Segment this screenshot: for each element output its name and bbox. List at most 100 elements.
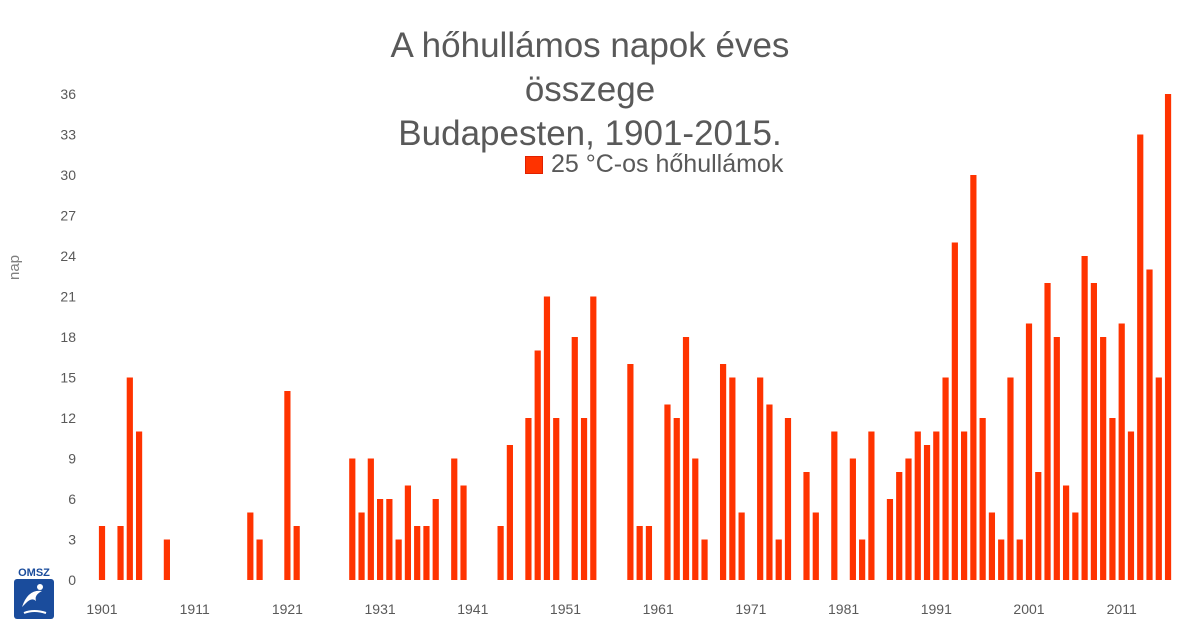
x-axis-ticks: 1901 1911 1921 1931 1941 1951 1961 1971 1981 1991…: [86, 601, 1137, 617]
logo-text: OMSZ: [18, 567, 50, 579]
bar-1937: [432, 499, 439, 580]
bar-1901: [98, 526, 106, 580]
bar-1970: [738, 512, 745, 580]
bar-2009: [1100, 337, 1107, 580]
bar-1929: [358, 512, 365, 580]
x-tick-label: 1971: [735, 601, 766, 617]
bar-1968: [719, 364, 727, 580]
bars-group: [98, 94, 1172, 580]
x-tick-label: 1991: [921, 601, 952, 617]
legend-label: 25 °C-os hőhullámok: [551, 150, 784, 178]
bar-1993: [951, 242, 958, 580]
bar-1935: [414, 526, 421, 580]
bar-1939: [451, 458, 458, 580]
bar-1952: [571, 337, 578, 580]
bar-1948: [534, 350, 541, 580]
x-tick-label: 1931: [365, 601, 396, 617]
bar-1936: [423, 526, 430, 580]
bar-1921: [284, 391, 291, 580]
bar-2004: [1053, 337, 1060, 580]
y-tick-label: 27: [60, 208, 76, 224]
y-tick-label: 33: [60, 127, 76, 143]
bar-1988: [905, 458, 912, 580]
bar-1977: [803, 472, 810, 580]
bar-1984: [868, 431, 875, 580]
bar-1905: [135, 431, 143, 580]
y-tick-label: 24: [60, 248, 76, 264]
bar-1992: [942, 377, 949, 580]
y-tick-label: 15: [60, 370, 76, 386]
y-tick-label: 12: [60, 410, 76, 426]
x-tick-label: 1911: [180, 601, 210, 617]
chart-title-line-2: Budapesten, 1901-2015.: [398, 114, 782, 153]
bar-1932: [386, 499, 393, 580]
x-tick-label: 1921: [272, 601, 303, 617]
bar-2000: [1016, 539, 1023, 580]
bar-1982: [849, 458, 856, 580]
bar-1947: [525, 418, 532, 580]
bar-1991: [933, 431, 940, 580]
bar-1917: [247, 512, 254, 580]
bar-1974: [775, 539, 782, 580]
bar-2012: [1127, 431, 1135, 580]
chart-title: A hőhullámos napok éves összege Budapest…: [340, 24, 840, 156]
x-tick-label: 2011: [1107, 601, 1137, 617]
bar-1994: [961, 431, 968, 580]
bar-1983: [859, 539, 866, 580]
legend-swatch: [525, 155, 543, 174]
x-tick-label: 1951: [550, 601, 581, 617]
logo-emblem-icon: [14, 579, 54, 619]
bar-2007: [1081, 256, 1088, 580]
bar-1966: [701, 539, 708, 580]
bar-1978: [812, 512, 819, 580]
bar-1986: [886, 499, 894, 580]
x-tick-label: 2001: [1013, 601, 1044, 617]
bar-1989: [914, 431, 921, 580]
y-tick-label: 36: [60, 86, 76, 102]
bar-1928: [349, 458, 356, 580]
bar-1998: [998, 539, 1005, 580]
bar-1953: [580, 418, 588, 580]
y-tick-label: 3: [68, 532, 76, 548]
x-tick-label: 1941: [457, 601, 488, 617]
bar-1969: [729, 377, 736, 580]
bar-2006: [1072, 512, 1079, 580]
bar-1964: [682, 337, 690, 580]
bar-1963: [673, 418, 680, 580]
bar-1958: [627, 364, 634, 580]
bar-1931: [377, 499, 384, 580]
bar-2013: [1137, 134, 1144, 580]
y-tick-label: 9: [68, 451, 76, 467]
y-tick-label: 18: [60, 329, 76, 345]
y-tick-label: 21: [60, 289, 76, 305]
bar-1930: [367, 458, 374, 580]
bar-2001: [1025, 323, 1033, 580]
bar-1990: [923, 445, 931, 580]
bar-1995: [970, 175, 977, 580]
bar-1918: [256, 539, 263, 580]
bar-1954: [590, 296, 597, 580]
bar-1999: [1007, 377, 1014, 580]
y-tick-label: 0: [68, 572, 76, 588]
bar-1959: [636, 526, 643, 580]
bar-1940: [460, 485, 467, 580]
bar-1944: [497, 526, 504, 580]
bar-1962: [664, 404, 671, 580]
bar-2014: [1146, 269, 1153, 580]
bar-1996: [979, 418, 986, 580]
x-tick-label: 1961: [643, 601, 674, 617]
omsz-logo: OMSZ: [14, 567, 54, 619]
bar-1903: [117, 526, 124, 580]
bar-2002: [1035, 472, 1042, 580]
y-tick-label: 30: [60, 167, 76, 183]
bar-2015: [1155, 377, 1162, 580]
x-tick-label: 1901: [86, 601, 117, 617]
bar-2005: [1062, 485, 1070, 580]
bar-1934: [404, 485, 412, 580]
bar-2016: [1164, 94, 1172, 580]
bar-2011: [1118, 323, 1125, 580]
bar-1945: [506, 445, 513, 580]
bar-1973: [766, 404, 773, 580]
legend: 25 °C-os hőhullámok: [525, 150, 783, 179]
